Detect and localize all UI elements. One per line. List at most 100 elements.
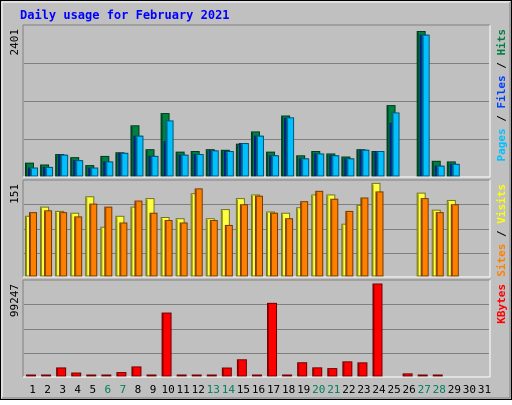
bar-pages bbox=[180, 154, 189, 177]
bar-kbytes bbox=[116, 372, 127, 377]
series-legend-label: Sites / Visits bbox=[495, 184, 508, 277]
legend-part: Sites bbox=[495, 244, 508, 277]
x-tick-label: 24 bbox=[372, 383, 386, 396]
x-tick-label: 26 bbox=[403, 383, 416, 396]
bar-kbytes bbox=[372, 283, 383, 377]
bar-pages bbox=[30, 167, 38, 177]
bar-pages bbox=[391, 112, 400, 177]
bar-kbytes bbox=[176, 374, 187, 377]
x-tick-label: 11 bbox=[177, 383, 190, 396]
bar-kbytes bbox=[327, 368, 338, 377]
bar-pages bbox=[361, 149, 370, 177]
bar-sites bbox=[239, 204, 248, 277]
x-tick-label: 5 bbox=[89, 383, 96, 396]
x-tick-label: 7 bbox=[120, 383, 127, 396]
bar-sites bbox=[224, 224, 233, 277]
chart-panel-2: 151 Sites / Visits bbox=[8, 179, 508, 278]
x-tick-label: 22 bbox=[342, 383, 355, 396]
bar-pages bbox=[240, 143, 249, 177]
bar-sites bbox=[435, 212, 444, 277]
bar-sites bbox=[74, 216, 83, 277]
x-tick-label: 10 bbox=[161, 383, 174, 396]
bar-kbytes bbox=[236, 359, 247, 377]
x-tick-label: 29 bbox=[448, 383, 461, 396]
x-tick-label: 9 bbox=[150, 383, 157, 396]
x-tick-label: 12 bbox=[192, 383, 205, 396]
legend-part: Pages bbox=[495, 128, 508, 161]
bar-sites bbox=[119, 222, 128, 277]
bar-sites bbox=[104, 206, 113, 277]
x-tick-label: 31 bbox=[478, 383, 491, 396]
bar-kbytes bbox=[297, 362, 308, 377]
bar-kbytes bbox=[56, 367, 67, 377]
bar-sites bbox=[360, 197, 369, 277]
bar-kbytes bbox=[161, 312, 172, 377]
x-tick-label: 16 bbox=[252, 383, 265, 396]
series-legend-label: KBytes bbox=[495, 284, 508, 324]
bar-kbytes bbox=[251, 374, 262, 377]
x-tick-label: 27 bbox=[418, 383, 431, 396]
bar-pages bbox=[90, 167, 99, 177]
bar-pages bbox=[165, 120, 174, 177]
bar-pages bbox=[120, 152, 129, 177]
bar-kbytes bbox=[357, 362, 368, 377]
series-legend-label: Pages / Files / Hits bbox=[495, 29, 508, 162]
x-tick-label: 17 bbox=[267, 383, 280, 396]
bar-kbytes bbox=[206, 374, 217, 377]
bar-sites bbox=[209, 220, 218, 277]
bar-pages bbox=[421, 34, 430, 177]
bar-sites bbox=[59, 212, 68, 277]
x-tick-label: 21 bbox=[327, 383, 340, 396]
x-tick-label: 18 bbox=[282, 383, 295, 396]
x-tick-label: 19 bbox=[297, 383, 310, 396]
y-max-label: 151 bbox=[8, 184, 21, 204]
bar-pages bbox=[436, 165, 445, 177]
bar-kbytes bbox=[101, 374, 112, 377]
chart-panel-3: 99247 KBytes bbox=[8, 279, 508, 378]
legend-part: KBytes bbox=[495, 284, 508, 324]
legend-part: / bbox=[495, 56, 508, 76]
bar-kbytes bbox=[432, 374, 443, 377]
bar-pages bbox=[255, 135, 264, 177]
bar-sites bbox=[450, 204, 459, 277]
x-tick-label: 14 bbox=[222, 383, 236, 396]
x-tick-label: 25 bbox=[387, 383, 400, 396]
bar-kbytes bbox=[402, 373, 413, 377]
legend-part: Hits bbox=[495, 29, 508, 56]
x-tick-label: 8 bbox=[135, 383, 142, 396]
bar-kbytes bbox=[282, 374, 293, 377]
x-tick-label: 3 bbox=[59, 383, 66, 396]
legend-part: Files bbox=[495, 75, 508, 108]
x-tick-label: 30 bbox=[463, 383, 476, 396]
x-tick-label: 1 bbox=[29, 383, 36, 396]
bar-sites bbox=[270, 212, 279, 277]
x-tick-label: 13 bbox=[207, 383, 220, 396]
x-tick-label: 15 bbox=[237, 383, 250, 396]
chart-panel-1: 2401 Pages / Files / Hits bbox=[8, 24, 508, 178]
y-max-label: 99247 bbox=[8, 284, 21, 317]
chart-title: Daily usage for February 2021 bbox=[20, 8, 230, 22]
bar-kbytes bbox=[131, 366, 142, 377]
bar-sites bbox=[285, 218, 294, 277]
bar-pages bbox=[316, 153, 325, 177]
bar-sites bbox=[134, 200, 143, 277]
bar-sites bbox=[330, 198, 339, 277]
bar-sites bbox=[375, 191, 384, 277]
x-tick-label: 4 bbox=[74, 383, 81, 396]
bar-kbytes bbox=[342, 361, 353, 377]
x-tick-label: 6 bbox=[105, 383, 112, 396]
bar-pages bbox=[331, 155, 340, 177]
bar-sites bbox=[315, 190, 324, 277]
bar-kbytes bbox=[71, 372, 82, 377]
bar-sites bbox=[44, 210, 53, 277]
legend-part: / bbox=[495, 224, 508, 244]
bar-sites bbox=[300, 201, 309, 277]
bar-sites bbox=[179, 222, 188, 277]
bar-pages bbox=[451, 163, 460, 177]
x-tick-label: 2 bbox=[44, 383, 51, 396]
bar-sites bbox=[89, 203, 98, 277]
x-tick-label: 23 bbox=[357, 383, 370, 396]
bar-kbytes bbox=[312, 367, 323, 377]
bar-pages bbox=[210, 150, 219, 177]
